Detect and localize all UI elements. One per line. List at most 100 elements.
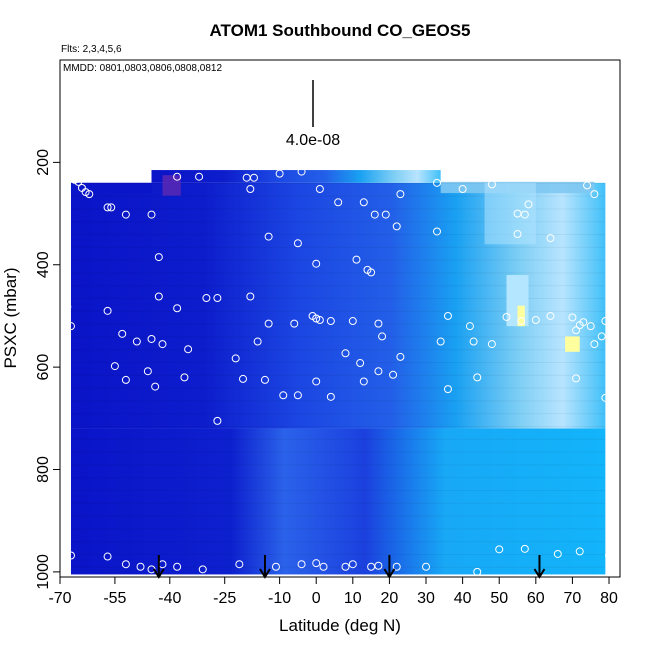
sample-point <box>151 382 160 391</box>
sample-point <box>315 316 324 325</box>
sample-point <box>213 416 222 425</box>
sample-point <box>136 562 145 571</box>
dates-label: MMDD: 0801,0803,0806,0808,0812 <box>63 63 222 74</box>
sample-point <box>239 374 248 383</box>
sample-point <box>396 190 405 199</box>
field-top-plateau <box>151 170 441 183</box>
sample-point <box>154 253 163 262</box>
sample-point <box>396 352 405 361</box>
field-stripe <box>70 451 606 453</box>
field-stripe <box>70 528 606 530</box>
sample-point <box>264 232 273 241</box>
sample-point <box>326 392 335 401</box>
x-tick-label: 70 <box>564 590 582 607</box>
sample-point <box>319 562 328 571</box>
sample-point <box>334 198 343 207</box>
sample-point <box>374 561 383 570</box>
field-yellow-patch-2 <box>565 336 580 352</box>
sample-point <box>107 203 116 212</box>
y-tick-label: 800 <box>35 456 52 483</box>
sample-point <box>392 222 401 231</box>
field-stripe <box>70 374 606 376</box>
sample-point <box>374 319 383 328</box>
sample-point <box>279 391 288 400</box>
field-stripe <box>70 413 606 415</box>
sample-point <box>213 294 222 303</box>
sample-point <box>487 180 496 189</box>
x-axis: -70 -55 -40 -25 -10 0 10 20 30 40 50 60 70 80 <box>48 577 618 607</box>
sample-point <box>495 545 504 554</box>
field-stripe <box>70 438 606 440</box>
sample-point <box>246 292 255 301</box>
field-stripe <box>70 362 606 364</box>
sample-point <box>432 227 441 236</box>
sample-point <box>374 367 383 376</box>
sample-point <box>524 200 533 209</box>
sample-point <box>147 210 156 219</box>
sample-point <box>432 178 441 187</box>
sample-point <box>469 337 478 346</box>
sample-point <box>473 373 482 382</box>
field-stripe <box>70 310 606 312</box>
flights-label: Flts: 2,3,4,5,6 <box>61 44 122 55</box>
sample-point <box>275 169 284 178</box>
sample-point <box>121 375 130 384</box>
sample-point <box>436 337 445 346</box>
sample-point <box>312 559 321 568</box>
field-stripe <box>70 234 606 236</box>
sample-point <box>66 322 75 331</box>
x-tick-label: -10 <box>268 590 291 607</box>
sample-point <box>103 306 112 315</box>
field-lower <box>70 428 606 575</box>
sample-point <box>173 304 182 313</box>
sample-point <box>367 268 376 277</box>
sample-point <box>147 334 156 343</box>
sample-point <box>235 560 244 569</box>
sample-point <box>202 294 211 303</box>
sample-point <box>290 319 299 328</box>
field-stripe <box>70 298 606 300</box>
x-tick-label: -25 <box>213 590 236 607</box>
sample-point <box>293 239 302 248</box>
sample-point <box>312 314 321 323</box>
sample-point <box>195 172 204 181</box>
sample-point <box>513 230 522 239</box>
field-stripe <box>70 336 606 338</box>
sample-point <box>378 332 387 341</box>
sample-point <box>520 544 529 553</box>
sample-point <box>154 292 163 301</box>
field-stripe <box>70 515 606 517</box>
sample-point <box>487 340 496 349</box>
sample-point <box>389 370 398 379</box>
field-stripe <box>70 285 606 287</box>
sample-point <box>553 549 562 558</box>
sample-point <box>443 311 452 320</box>
sample-point <box>63 302 72 311</box>
field-stripe <box>70 464 606 466</box>
sample-point <box>341 349 350 358</box>
sample-point <box>411 150 420 159</box>
x-tick-label: 10 <box>344 590 362 607</box>
x-tick-label: 60 <box>527 590 545 607</box>
field-stripe <box>70 425 606 427</box>
sample-point <box>546 311 555 320</box>
sample-point <box>546 234 555 243</box>
sample-point <box>422 562 431 571</box>
sample-point <box>572 374 581 383</box>
sample-point <box>352 255 361 264</box>
sample-point <box>74 177 83 186</box>
sample-point <box>173 562 182 571</box>
sample-point <box>180 373 189 382</box>
sample-point <box>315 184 324 193</box>
sample-point <box>359 377 368 386</box>
sample-point <box>605 551 614 560</box>
sample-point <box>341 562 350 571</box>
sample-point <box>370 210 379 219</box>
sample-point <box>601 317 610 326</box>
x-axis-label: Latitude (deg N) <box>279 616 401 635</box>
x-tick-label: 80 <box>600 590 618 607</box>
sample-point <box>586 322 595 331</box>
sample-point <box>118 329 127 338</box>
y-tick-label: 1000 <box>35 554 52 590</box>
